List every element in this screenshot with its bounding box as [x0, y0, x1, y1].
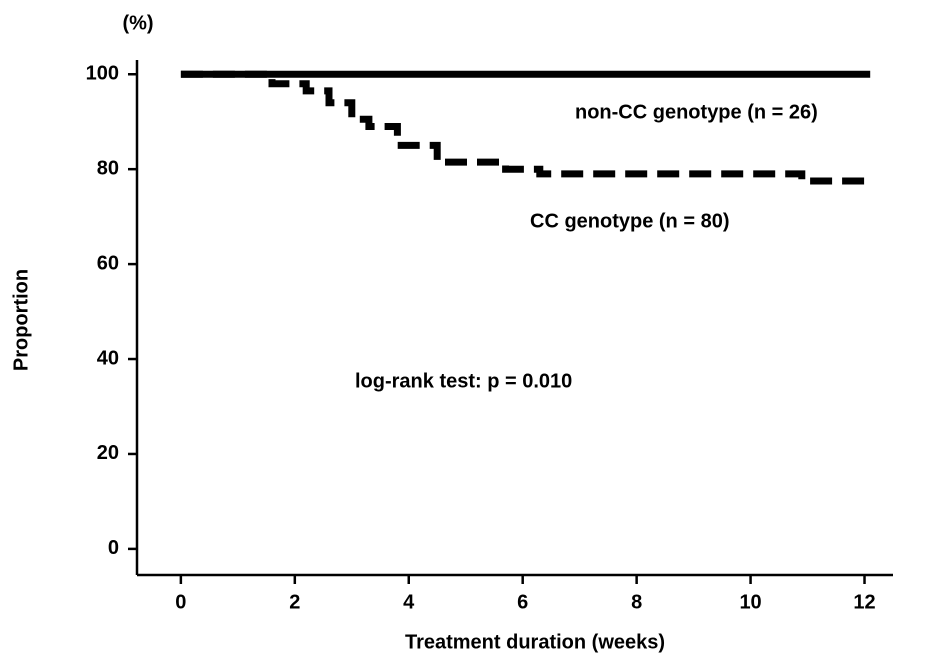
y-tick-label: 0 [108, 537, 119, 559]
y-tick-label: 80 [97, 157, 119, 179]
x-axis-label: Treatment duration (weeks) [405, 631, 665, 653]
x-tick-label: 10 [739, 591, 761, 613]
y-tick-label: 100 [86, 63, 119, 85]
x-tick-label: 4 [403, 591, 415, 613]
y-axis-label: Proportion [10, 269, 32, 371]
x-tick-label: 8 [631, 591, 642, 613]
x-tick-label: 12 [853, 591, 875, 613]
survival-line [180, 70, 871, 185]
y-unit: (%) [122, 12, 153, 34]
x-tick-label: 0 [175, 591, 186, 613]
annotation: log-rank test: p = 0.010 [355, 370, 572, 392]
x-tick-label: 6 [517, 591, 528, 613]
x-tick-label: 2 [289, 591, 300, 613]
y-tick-label: 20 [97, 442, 119, 464]
y-tick-label: 60 [97, 252, 119, 274]
series-label: non-CC genotype (n = 26) [575, 101, 818, 123]
series-label: CC genotype (n = 80) [530, 210, 729, 232]
y-tick-label: 40 [97, 347, 119, 369]
